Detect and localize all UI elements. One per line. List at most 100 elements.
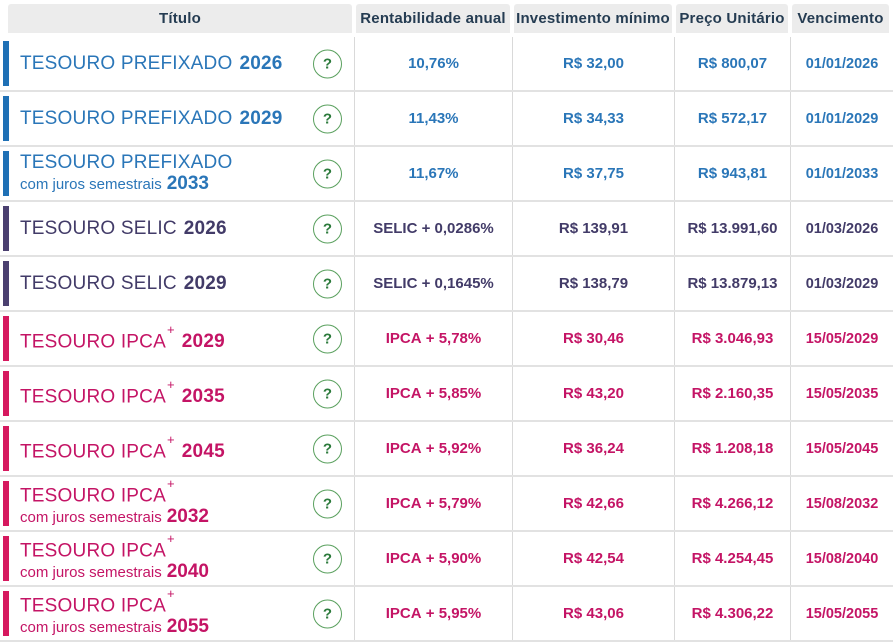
- vencimento-cell: 15/05/2045: [790, 422, 893, 475]
- category-color-bar: [3, 591, 9, 636]
- vencimento-cell: 15/08/2032: [790, 477, 893, 530]
- bond-name: TESOURO SELIC: [20, 218, 177, 239]
- rentabilidade-cell: IPCA + 5,78%: [354, 312, 512, 365]
- table-header: Título Rentabilidade anual Investimento …: [0, 0, 893, 33]
- column-header-vencimento: Vencimento: [792, 4, 889, 33]
- table-row: TESOURO IPCA+2029 ? IPCA + 5,78% R$ 30,4…: [0, 312, 893, 367]
- bond-title: TESOURO PREFIXADO com juros semestrais 20…: [20, 152, 232, 195]
- bond-title: TESOURO IPCA+2045: [20, 431, 225, 463]
- bond-year: 2029: [239, 108, 283, 129]
- bond-year: 2032: [166, 506, 209, 528]
- help-button[interactable]: ?: [313, 269, 342, 298]
- bond-title-line1: TESOURO IPCA+2035: [20, 377, 225, 408]
- bond-title-cell: TESOURO IPCA+2045 ?: [0, 422, 354, 475]
- rate-value: + 5,85%: [421, 385, 482, 402]
- investimento-minimo-cell: R$ 32,00: [512, 37, 674, 90]
- investimento-minimo-cell: R$ 43,06: [512, 587, 674, 640]
- bond-title-cell: TESOURO IPCA+ com juros semestrais 2055 ?: [0, 586, 354, 640]
- vencimento-cell: 15/08/2040: [790, 532, 893, 585]
- table-row: TESOURO IPCA+ com juros semestrais 2055 ?…: [0, 586, 893, 642]
- table-row: TESOURO IPCA+2045 ? IPCA + 5,92% R$ 36,2…: [0, 422, 893, 477]
- bond-title-cell: TESOURO IPCA+ com juros semestrais 2040 ?: [0, 531, 354, 585]
- investimento-minimo-cell: R$ 36,24: [512, 422, 674, 475]
- plus-superscript: +: [166, 431, 175, 447]
- bond-name: TESOURO PREFIXADO: [20, 108, 233, 129]
- rate-value: + 5,95%: [421, 605, 482, 622]
- investimento-minimo-cell: R$ 139,91: [512, 202, 674, 255]
- preco-unitario-cell: R$ 943,81: [674, 147, 790, 200]
- category-color-bar: [3, 536, 9, 581]
- bond-title-cell: TESOURO PREFIXADO 2029 ?: [0, 92, 354, 145]
- bond-subtitle: com juros semestrais: [20, 176, 162, 193]
- rate-index-label: SELIC: [373, 275, 418, 292]
- rate-value: 11,43%: [408, 110, 459, 127]
- rate-index-label: IPCA: [385, 385, 422, 402]
- help-button[interactable]: ?: [313, 159, 342, 188]
- preco-unitario-cell: R$ 1.208,18: [674, 422, 790, 475]
- rate-index-label: IPCA: [385, 495, 422, 512]
- bond-year: 2026: [183, 218, 227, 239]
- bond-subtitle: com juros semestrais: [20, 619, 162, 637]
- bond-subtitle: com juros semestrais: [20, 509, 162, 527]
- bond-title: TESOURO SELIC 2026: [20, 218, 227, 239]
- rate-index-label: IPCA: [385, 550, 422, 567]
- bond-year: 2026: [239, 53, 283, 74]
- bond-title: TESOURO IPCA+2035: [20, 377, 225, 408]
- bond-name: TESOURO IPCA: [20, 331, 166, 353]
- bond-year: 2035: [181, 386, 225, 408]
- bond-title-line2: com juros semestrais 2033: [20, 173, 232, 195]
- category-color-bar: [3, 371, 9, 416]
- rate-value: + 5,90%: [421, 550, 482, 567]
- help-button[interactable]: ?: [313, 379, 342, 408]
- help-button[interactable]: ?: [313, 49, 342, 78]
- category-color-bar: [3, 426, 9, 471]
- category-color-bar: [3, 96, 9, 141]
- rentabilidade-cell: IPCA + 5,79%: [354, 477, 512, 530]
- bond-title-cell: TESOURO IPCA+ com juros semestrais 2032 ?: [0, 476, 354, 530]
- vencimento-cell: 15/05/2035: [790, 367, 893, 420]
- rate-value: + 0,1645%: [417, 275, 494, 292]
- preco-unitario-cell: R$ 572,17: [674, 92, 790, 145]
- bond-title-line1: TESOURO IPCA+: [20, 586, 209, 617]
- help-button[interactable]: ?: [313, 214, 342, 243]
- vencimento-cell: 01/03/2026: [790, 202, 893, 255]
- investimento-minimo-cell: R$ 30,46: [512, 312, 674, 365]
- bond-name: TESOURO IPCA: [20, 485, 166, 507]
- bond-title-cell: TESOURO IPCA+2035 ?: [0, 367, 354, 420]
- rate-index-label: IPCA: [385, 330, 422, 347]
- rentabilidade-cell: SELIC + 0,0286%: [354, 202, 512, 255]
- table-row: TESOURO IPCA+2035 ? IPCA + 5,85% R$ 43,2…: [0, 367, 893, 422]
- bond-name: TESOURO IPCA: [20, 386, 166, 408]
- bond-subtitle: com juros semestrais: [20, 564, 162, 582]
- rentabilidade-cell: 11,43%: [354, 92, 512, 145]
- category-color-bar: [3, 481, 9, 526]
- bond-title-cell: TESOURO SELIC 2029 ?: [0, 257, 354, 310]
- help-button[interactable]: ?: [313, 104, 342, 133]
- investimento-minimo-cell: R$ 37,75: [512, 147, 674, 200]
- preco-unitario-cell: R$ 13.879,13: [674, 257, 790, 310]
- vencimento-cell: 01/01/2033: [790, 147, 893, 200]
- column-header-titulo: Título: [8, 4, 352, 33]
- bond-name: TESOURO PREFIXADO: [20, 152, 233, 173]
- bond-title-cell: TESOURO PREFIXADO com juros semestrais 20…: [0, 147, 354, 200]
- help-button[interactable]: ?: [313, 489, 342, 518]
- bond-title-cell: TESOURO IPCA+2029 ?: [0, 312, 354, 365]
- bond-title: TESOURO PREFIXADO 2026: [20, 53, 283, 74]
- rentabilidade-cell: SELIC + 0,1645%: [354, 257, 512, 310]
- help-button[interactable]: ?: [313, 544, 342, 573]
- bond-name: TESOURO IPCA: [20, 441, 166, 463]
- plus-superscript: +: [166, 321, 175, 337]
- rentabilidade-cell: 10,76%: [354, 37, 512, 90]
- help-button[interactable]: ?: [313, 599, 342, 628]
- preco-unitario-cell: R$ 2.160,35: [674, 367, 790, 420]
- bond-name: TESOURO PREFIXADO: [20, 53, 233, 74]
- category-color-bar: [3, 151, 9, 196]
- bond-year: 2029: [183, 273, 227, 294]
- bond-name: TESOURO IPCA: [20, 595, 166, 617]
- investimento-minimo-cell: R$ 34,33: [512, 92, 674, 145]
- help-button[interactable]: ?: [313, 324, 342, 353]
- preco-unitario-cell: R$ 800,07: [674, 37, 790, 90]
- bond-title-line1: TESOURO PREFIXADO: [20, 152, 232, 173]
- help-button[interactable]: ?: [313, 434, 342, 463]
